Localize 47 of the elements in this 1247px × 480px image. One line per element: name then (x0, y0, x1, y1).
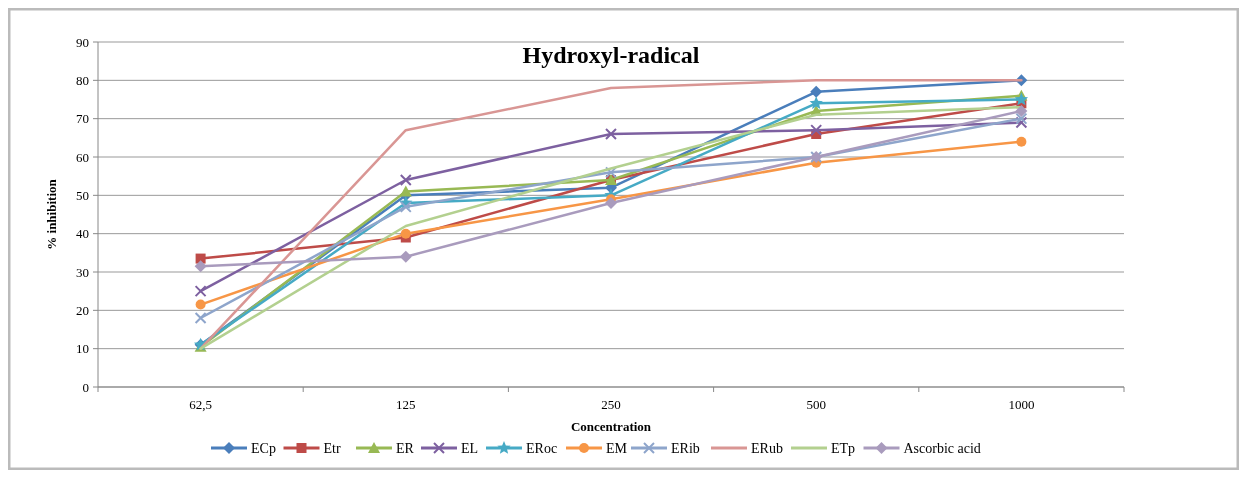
point (605, 128, 617, 140)
y-tick-label: 40 (76, 226, 89, 242)
y-tick-label: 20 (76, 302, 89, 318)
y-tick-label: 90 (76, 34, 89, 50)
x-axis-title: Concentration (570, 419, 652, 434)
point (605, 197, 617, 209)
point (400, 228, 411, 239)
x-tick-label: 250 (601, 397, 621, 412)
point (1015, 112, 1028, 125)
point (605, 166, 617, 179)
y-tick-label: 50 (76, 187, 89, 203)
y-tick-label: 60 (76, 149, 89, 165)
point (194, 260, 207, 273)
point (195, 299, 206, 310)
point (810, 85, 823, 98)
legend-label: EM (606, 440, 628, 456)
legend-label: ERib (671, 440, 700, 456)
legend-label: Etr (323, 440, 341, 456)
x-tick-label: 1000 (1008, 397, 1035, 412)
y-tick-label: 80 (76, 72, 89, 88)
x-tick-label: 500 (806, 397, 826, 412)
point (1016, 136, 1027, 147)
legend-label: ECp (251, 440, 276, 456)
point (1015, 116, 1028, 129)
x-tick-label: 62,5 (189, 397, 212, 412)
point (399, 200, 412, 213)
y-tick-label: 70 (76, 111, 89, 127)
y-tick-label: 0 (82, 379, 89, 395)
y-tick-label: 30 (76, 264, 89, 280)
legend-label: ETp (831, 440, 856, 456)
x-tick-label: 125 (396, 397, 416, 412)
point (194, 312, 207, 324)
point (809, 96, 823, 109)
point (1015, 105, 1028, 117)
legend-label: ERoc (526, 440, 558, 456)
y-tick-label: 10 (76, 341, 89, 357)
point (1014, 92, 1029, 106)
legend-label: ER (396, 440, 415, 456)
legend-label: Ascorbic acid (903, 440, 981, 456)
legend-label: ERub (751, 440, 783, 456)
chart-title: Hydroxyl-radical (522, 41, 700, 68)
point (399, 250, 412, 263)
legend-label: EL (461, 440, 479, 456)
y-axis-title: % inhibition (44, 178, 59, 250)
point (810, 124, 823, 137)
point (194, 285, 207, 298)
point (399, 174, 412, 186)
